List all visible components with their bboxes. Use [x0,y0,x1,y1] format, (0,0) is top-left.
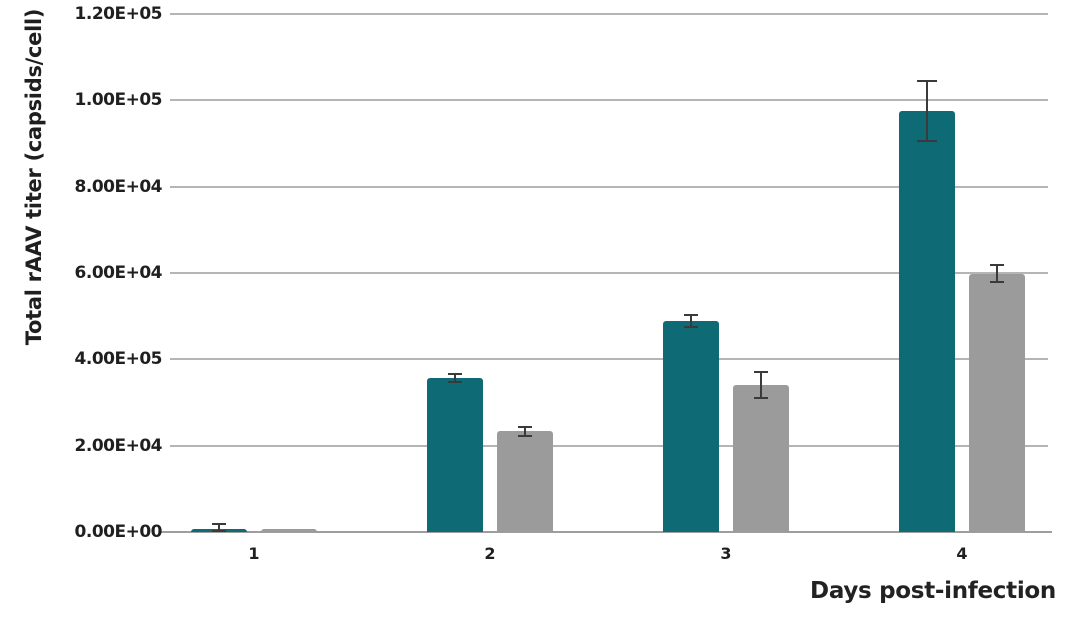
error-bar-cap-bottom [212,530,226,532]
gray-bar [261,529,317,532]
y-tick-label: 6.00E+04 [74,263,163,283]
error-bar-cap-bottom [448,380,462,383]
gridline [170,13,1048,15]
gridline [170,444,1048,447]
error-bar-cap-bottom [754,397,768,400]
y-tick-label: 1.00E+05 [74,90,163,111]
error-bar-line [454,374,456,382]
gray-bar [733,385,789,532]
gridline [170,99,1048,102]
y-tick-label: 4.00E+05 [74,349,163,370]
teal-bar [899,111,955,532]
y-tick-label: 1.20E+05 [74,4,163,24]
error-bar-cap-top [448,373,462,375]
y-tick-label: 8.00E+04 [74,176,163,197]
gridline [170,358,1048,361]
x-tick-label: 2 [484,544,496,563]
error-bar-cap-top [990,264,1004,267]
error-bar-cap-top [212,523,226,526]
x-tick-label: 4 [956,544,968,563]
gridline [170,185,1048,188]
error-bar-line [760,372,762,399]
error-bar-line [996,265,998,283]
error-bar-line [524,426,526,437]
gray-bar [497,431,553,532]
error-bar-cap-bottom [917,140,937,143]
error-bar-cap-top [917,79,937,82]
x-axis-title: Days post-infection [810,578,1056,604]
x-tick-label: 3 [720,544,732,563]
teal-bar [427,377,483,532]
error-bar-cap-bottom [684,326,698,329]
y-tick-label: 2.00E+04 [74,435,163,456]
teal-bar [663,321,719,532]
error-bar-cap-top [518,425,532,428]
gridline [170,272,1048,274]
error-bar-cap-bottom [518,435,532,438]
x-axis-line [160,531,1052,533]
x-tick-label: 1 [248,544,260,563]
gray-bar [969,273,1025,532]
y-tick-label: 0.00E+00 [74,522,163,542]
error-bar-cap-top [754,371,768,374]
error-bar-cap-top [684,314,698,317]
error-bar-cap-bottom [990,281,1004,284]
error-bar-line [690,315,692,328]
error-bar-line [926,80,928,142]
error-bar-line [218,524,220,531]
